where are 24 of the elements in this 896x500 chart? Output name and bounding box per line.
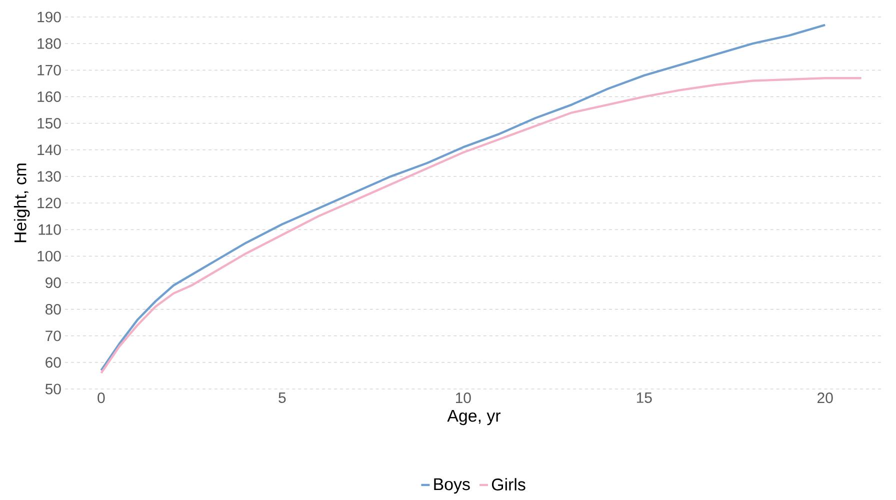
x-axis-title: Age, yr bbox=[447, 410, 501, 426]
x-tick-label: 5 bbox=[278, 392, 286, 403]
legend-label: Boys bbox=[434, 478, 470, 494]
x-tick-label: 20 bbox=[818, 392, 833, 404]
y-tick-label: 150 bbox=[38, 118, 61, 129]
y-tick-label: 160 bbox=[38, 91, 61, 102]
y-tick-label: 70 bbox=[46, 330, 61, 342]
legend-label: Girls bbox=[492, 478, 526, 491]
y-tick-label: 100 bbox=[38, 250, 61, 262]
y-tick-label: 60 bbox=[46, 357, 61, 368]
x-tick-label: 10 bbox=[456, 392, 471, 404]
y-tick-label: 180 bbox=[38, 38, 61, 49]
y-axis-title: Height, cm bbox=[14, 164, 30, 242]
x-tick-label: 15 bbox=[636, 392, 652, 403]
y-tick-label: 170 bbox=[38, 64, 61, 76]
y-tick-label: 140 bbox=[38, 144, 61, 156]
x-tick-label: 0 bbox=[98, 392, 105, 404]
y-tick-label: 80 bbox=[46, 304, 61, 315]
y-tick-label: 50 bbox=[45, 384, 61, 394]
y-tick-label: 90 bbox=[46, 277, 61, 288]
y-tick-label: 190 bbox=[38, 12, 61, 22]
y-tick-label: 130 bbox=[38, 171, 61, 182]
y-tick-label: 120 bbox=[38, 198, 61, 208]
y-tick-label: 110 bbox=[38, 224, 61, 235]
